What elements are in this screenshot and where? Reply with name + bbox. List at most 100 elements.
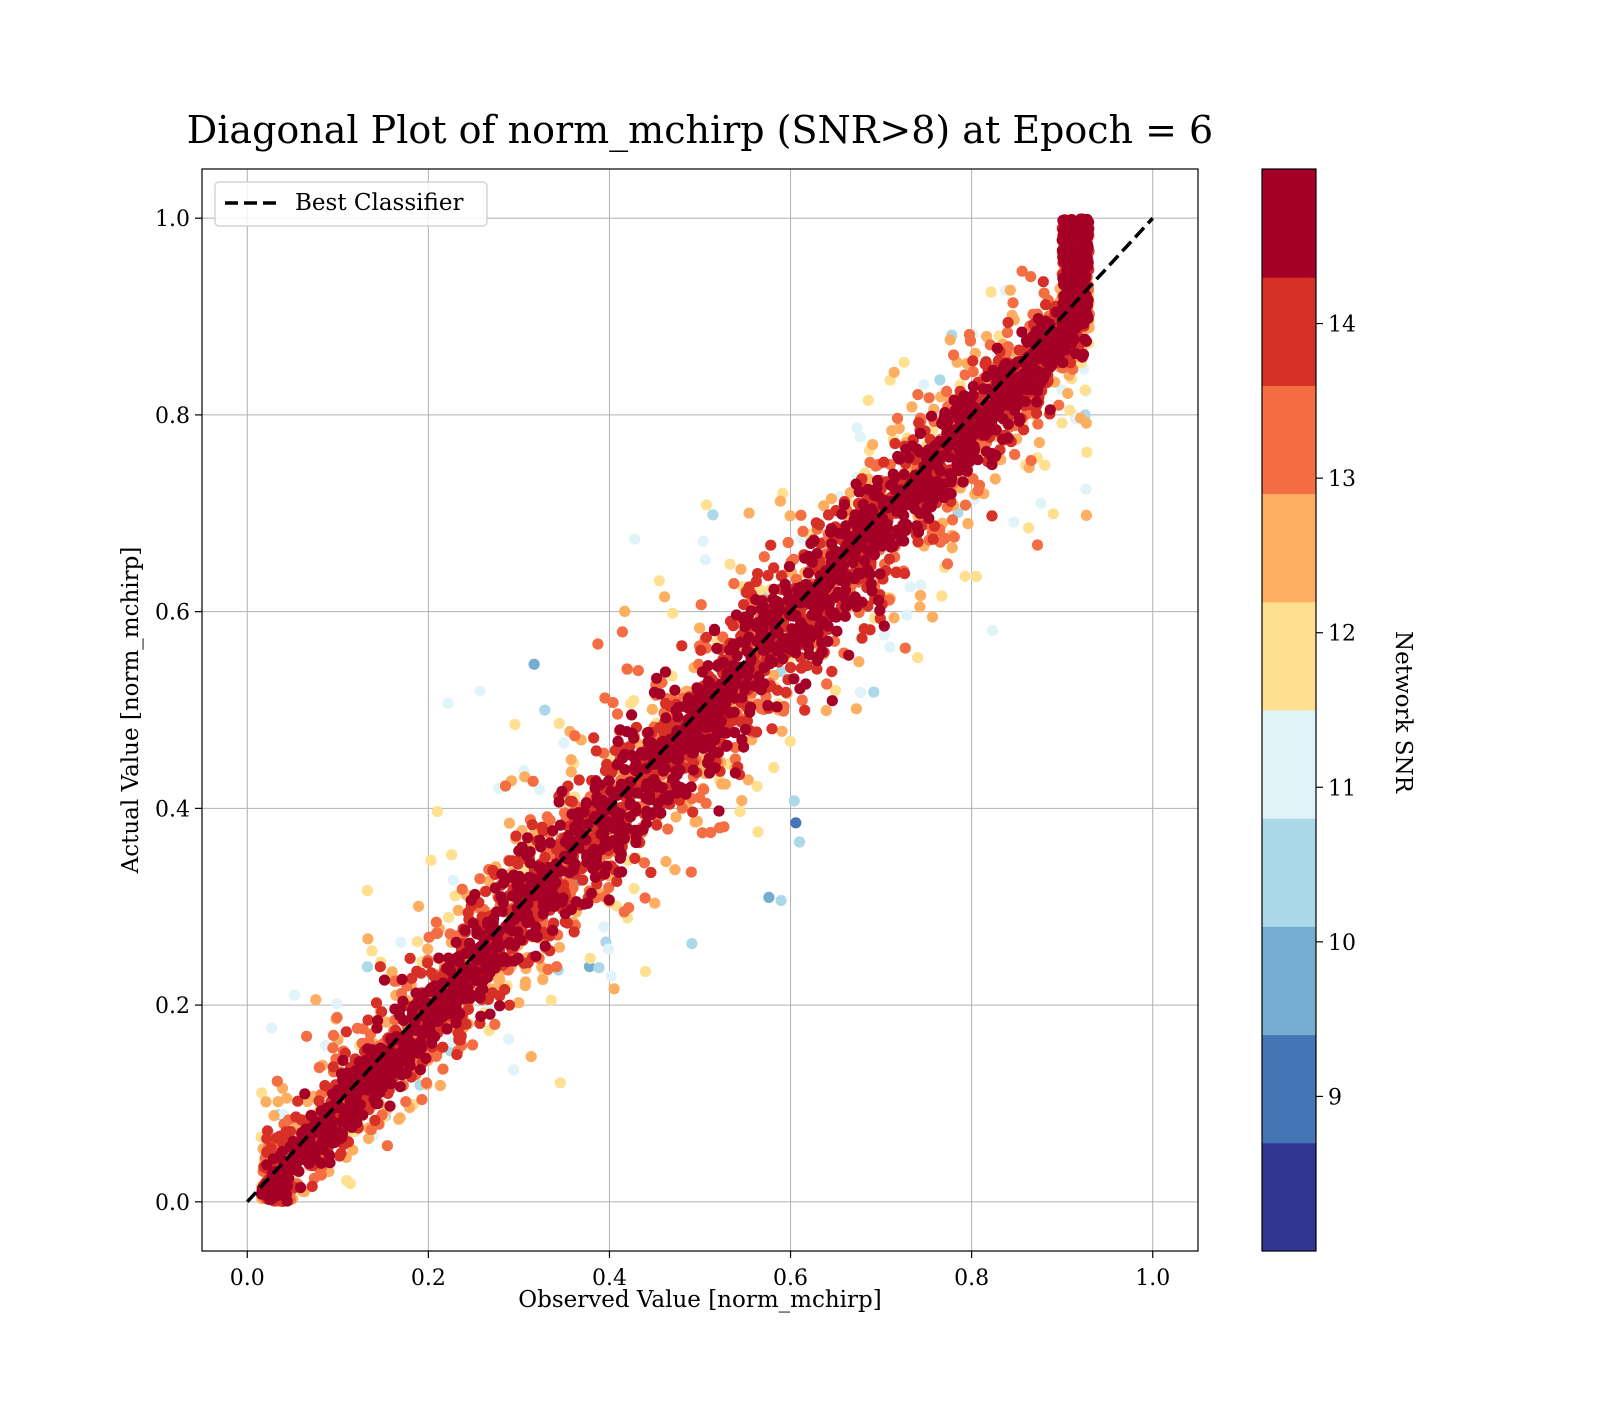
scatter-point [898,356,910,368]
scatter-point [898,468,910,480]
scatter-point [844,487,856,499]
scatter-point [503,817,516,829]
scatter-point [398,1055,410,1067]
scatter-point [926,611,939,623]
scatter-point [1044,404,1056,416]
scatter-point [456,883,468,895]
scatter-point [511,880,523,892]
scatter-point [400,1096,412,1108]
scatter-point [1002,316,1014,329]
scatter-point [496,905,508,917]
colorbar-tick-label: 11 [1328,776,1356,801]
scatter-point [319,1080,331,1092]
scatter-point [510,830,522,842]
scatter-point [1025,271,1037,283]
scatter-point [380,1016,392,1028]
scatter-point [1060,321,1072,333]
scatter-point [399,1037,411,1049]
scatter-point [689,695,701,707]
scatter-point [777,653,789,665]
scatter-point [938,478,950,490]
scatter-point [327,1042,339,1054]
scatter-point [432,1015,445,1027]
scatter-point [1077,277,1090,289]
scatter-point [800,678,812,690]
scatter-point [393,1113,405,1125]
colorbar-segment [1262,493,1316,603]
scatter-point [700,797,712,809]
legend-box [214,181,488,227]
scatter-point [662,751,674,764]
scatter-point [757,644,769,657]
scatter-point [467,1039,479,1051]
scatter-point [323,1149,335,1161]
scatter-point [1033,437,1045,449]
scatter-point [906,401,918,413]
colorbar-segment [1262,601,1316,711]
scatter-point [493,973,505,985]
scatter-point [728,578,740,590]
scatter-point [553,941,566,953]
scatter-point [717,631,729,643]
scatter-point [811,663,823,675]
colorbar-segment [1262,1034,1316,1144]
scatter-point [939,407,951,419]
scatter-point [599,834,611,847]
scatter-point [474,975,487,988]
scatter-point [1013,344,1025,356]
scatter-point [1064,252,1076,264]
scatter-point [1016,265,1028,277]
scatter-point [621,663,633,675]
scatter-point [1057,214,1069,227]
scatter-point [944,334,956,346]
scatter-point [602,943,615,955]
scatter-point [588,732,600,744]
scatter-point [459,993,471,1005]
scatter-point [595,795,607,807]
scatter-point [365,1124,377,1136]
scatter-point [986,510,998,522]
scatter-point [750,594,762,606]
scatter-point [420,1077,432,1089]
scatter-point [939,420,951,432]
scatter-point [570,896,582,908]
scatter-point [768,562,780,574]
scatter-point [954,446,966,458]
scatter-point [956,404,969,416]
scatter-point [740,723,752,736]
scatter-point [410,987,422,999]
scatter-point [530,950,542,962]
scatter-point [446,992,458,1004]
scatter-point [465,894,477,906]
scatter-point [1012,356,1024,368]
x-tick-label: 1.0 [1135,1266,1170,1291]
scatter-point [768,583,780,595]
scatter-point [899,642,911,654]
scatter-point [991,342,1003,354]
scatter-point [711,642,723,655]
scatter-point [353,1100,365,1112]
scatter-point [613,843,625,855]
scatter-point [340,1026,352,1038]
scatter-point [260,1096,272,1108]
scatter-point [653,575,665,587]
scatter-point [1070,307,1083,319]
scatter-point [451,1049,463,1061]
scatter-point [703,767,716,779]
scatter-point [1000,358,1012,370]
scatter-point [819,592,831,604]
scatter-point [271,1075,283,1087]
scatter-point [577,874,589,886]
scatter-point [310,994,322,1006]
scatter-point [936,590,948,602]
scatter-point [1081,231,1093,244]
scatter-point [654,722,666,734]
scatter-point [1075,317,1087,329]
scatter-point [525,1051,537,1063]
scatter-point [687,764,699,776]
scatter-point [612,735,624,748]
scatter-point [352,1109,364,1122]
scatter-point [313,1095,325,1107]
scatter-point [939,532,951,545]
scatter-point [840,593,852,606]
